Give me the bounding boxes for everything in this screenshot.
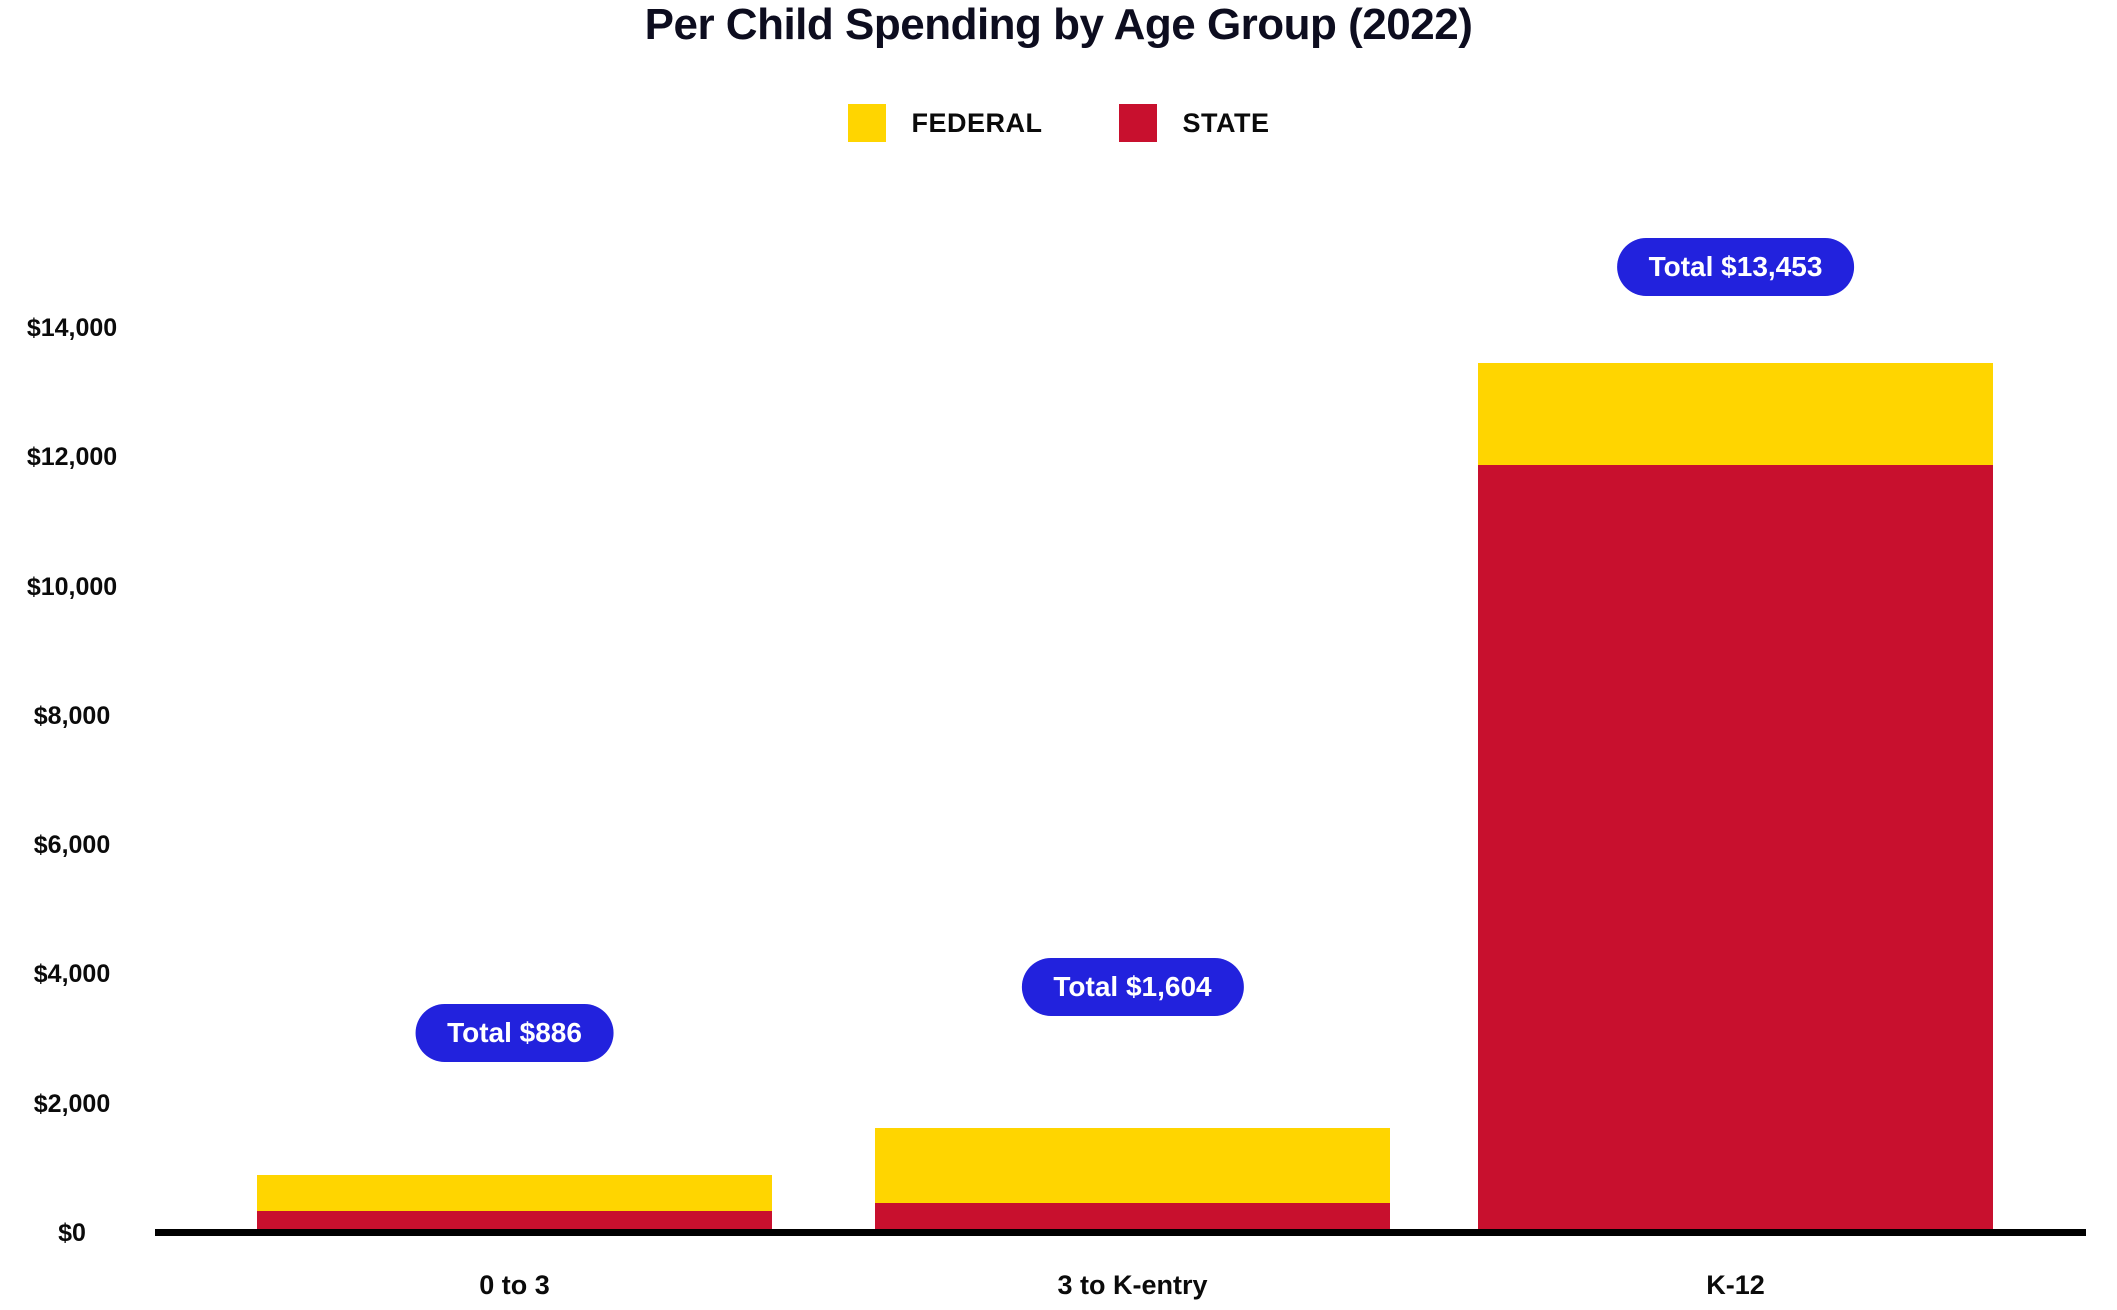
state-segment [257,1211,772,1232]
state-legend-label: STATE [1182,107,1270,138]
bar-0-to-3 [257,1175,772,1232]
x-axis-category-label: 0 to 3 [479,1270,550,1300]
state-segment [1478,465,1993,1232]
y-axis-tick-label: $4,000 [33,960,111,989]
total-badge: Total $13,453 [1616,238,1855,296]
bar-3-to-k-entry [875,1128,1390,1232]
state-color-swatch [1118,104,1157,142]
y-axis-tick-label: $0 [58,1219,86,1247]
x-axis-category-label: 3 to K-entry [1057,1270,1208,1300]
federal-segment [257,1175,772,1211]
y-axis-tick-label: $2,000 [33,1089,111,1118]
legend-item-state: STATE [1118,104,1270,142]
bar-k-12 [1478,363,1993,1232]
legend-item-federal: FEDERAL [847,104,1043,142]
federal-color-swatch [847,104,886,142]
state-segment [875,1203,1390,1232]
y-axis-tick-label: $8,000 [33,701,111,730]
chart-title: Per Child Spending by Age Group (2022) [644,0,1473,49]
legend: FEDERAL STATE [0,104,2117,142]
federal-legend-label: FEDERAL [911,107,1043,138]
y-axis-tick-label: $6,000 [33,831,111,860]
x-axis-line [155,1229,2086,1236]
federal-segment [875,1128,1390,1203]
total-badge: Total $886 [415,1004,614,1062]
x-axis-category-label: K-12 [1706,1270,1765,1300]
y-axis-tick-label: $12,000 [26,443,118,472]
y-axis-tick-label: $10,000 [26,572,118,601]
total-badge: Total $1,604 [1021,958,1244,1016]
y-axis-tick-label: $14,000 [26,313,118,342]
federal-segment [1478,363,1993,465]
